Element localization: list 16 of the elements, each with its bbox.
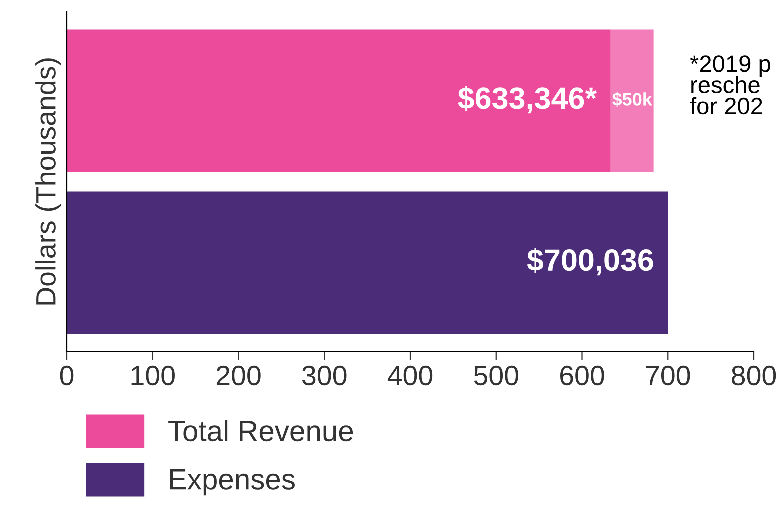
x-tick-label: 600 <box>560 366 604 386</box>
x-tick-label: 800 <box>732 366 776 386</box>
x-tick-label: 0 <box>60 366 74 386</box>
legend-label: Expenses <box>170 470 295 496</box>
annotation: *2019 p resche for 202 <box>690 56 770 115</box>
x-tick-label: 700 <box>646 366 690 386</box>
annotation: $633,346* <box>458 86 598 114</box>
x-tick-label: 500 <box>474 366 518 386</box>
x-tick-label: 200 <box>216 366 261 386</box>
x-tick-label: 300 <box>302 366 347 386</box>
x-tick-label: 400 <box>388 366 433 386</box>
y-axis-title: Dollars (Thousands) <box>36 58 62 305</box>
data-label: $50k <box>612 92 652 108</box>
x-tick-label: 100 <box>132 366 175 386</box>
annotation: $700,036 <box>527 248 654 276</box>
legend-label: Total Revenue <box>168 420 354 442</box>
